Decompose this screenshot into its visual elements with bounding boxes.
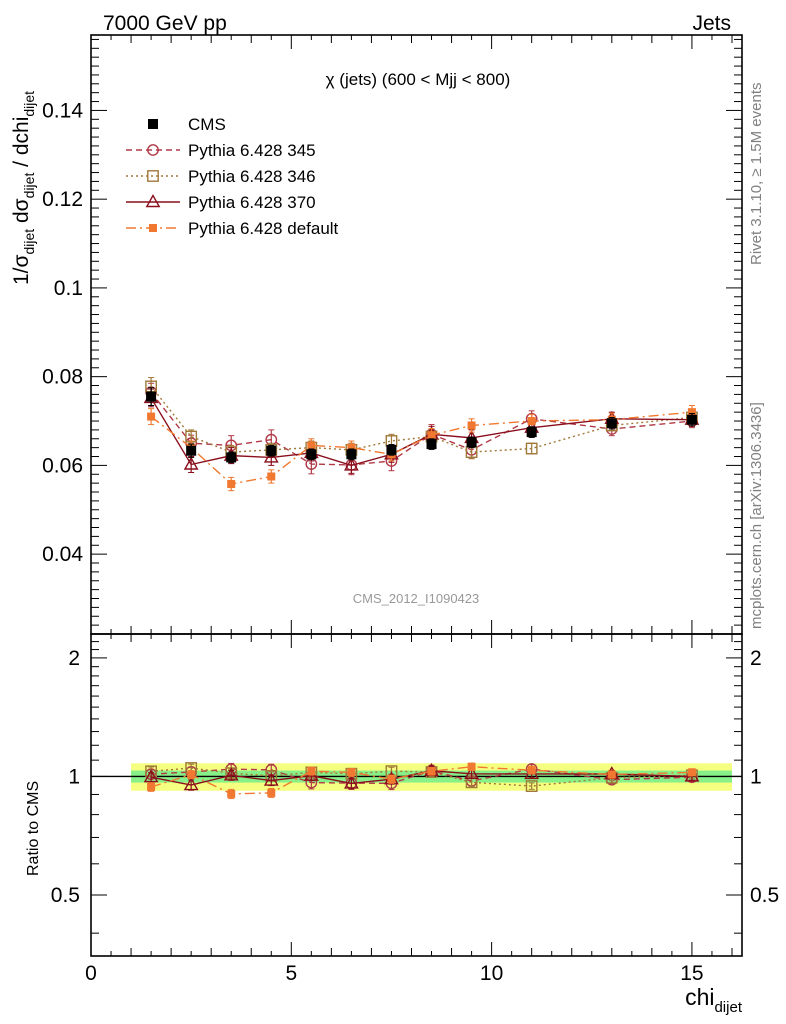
ratio-series-3-point [527,766,536,775]
series-3-point [307,441,316,450]
ratio-series-3-line [150,766,692,795]
top-panel: 0.04 0.06 0.08 0.1 0.12 0.14 χ (jets) (600 < … [42,34,743,635]
legend-marker [147,170,159,182]
series-2-line [150,397,692,467]
chart-title: χ (jets) (600 < Mjj < 800) [326,70,511,89]
ratio-series-1-point [525,780,538,792]
y-label-part-1: 1/σ [10,254,33,285]
legend-marker [147,144,159,156]
ratio-tick-label: 0.5 [51,884,80,907]
y-tick-label: 0.1 [54,277,83,300]
legend-label: CMS [188,115,226,134]
ratio-series-2-point [223,767,239,781]
y-axis-label-top: 1/σdijet dσdijet / dchidijet [10,91,37,285]
ratio-tick-label-right: 1 [750,765,762,788]
ratio-series-3-point [467,762,476,771]
ratio-series-2-point [464,765,479,780]
y-label-sub-3: dijet [21,91,37,117]
legend-marker [149,224,157,232]
ratio-series-2-point [344,775,359,789]
series-3-point [267,472,276,481]
series-2-point [263,449,279,463]
ratio-series-2-point [143,769,159,783]
y-tick-label: 0.14 [42,99,83,122]
ratio-series-3-point [387,775,396,784]
ratio-series-2-line [150,770,692,786]
series-2-point [183,456,199,470]
series-3-point [347,443,356,452]
legend-marker [148,119,158,129]
ratio-series-2-point [183,777,199,791]
x-tick-label: 5 [285,962,297,985]
x-axis-label: chidijet [685,984,743,1016]
x-label-sub: dijet [714,999,742,1016]
ratio-tick-label-right: 0.5 [750,884,779,907]
legend-label: Pythia 6.428 345 [188,141,316,160]
series-3-point [427,431,436,440]
cms-data-point [466,437,477,448]
ratio-series-3-point [347,768,356,777]
cms-data-point [146,391,157,402]
analysis-watermark: CMS_2012_I1090423 [353,591,480,606]
ratio-series-3-point [227,789,236,798]
cms-data-point [226,452,237,463]
ratio-panel-frame [90,633,743,957]
series-3-point [687,408,696,417]
legend-label: Pythia 6.428 370 [188,193,316,212]
cms-data-point [346,449,357,460]
ratio-series-3-point [267,788,276,797]
cms-data-point [526,427,537,438]
series-3-point [227,480,236,489]
legend-label: Pythia 6.428 default [188,219,339,238]
series-3-point [147,412,156,421]
ratio-panel: 0 5 10 15 0.5 0.5 1 1 2 2 [51,633,779,985]
y-tick-label: 0.12 [42,188,83,211]
legend-marker [145,194,161,208]
mcplots-label: mcplots.cern.ch [arXiv:1306.3436] [748,402,765,629]
y-label-part-2: dσ [10,198,33,229]
ratio-series-3-point [147,782,156,791]
ratio-series-3-point [687,768,696,777]
y-label-sub-1: dijet [21,229,37,255]
y-label-sub-2: dijet [21,173,37,199]
legend-label: Pythia 6.428 346 [188,167,316,186]
cms-data-point [606,418,617,429]
x-tick-label: 0 [85,962,97,985]
cms-data-point [426,439,437,450]
cms-data-point [386,444,397,455]
y-tick-label: 0.08 [42,366,83,389]
rivet-label: Rivet 3.1.10, ≥ 1.5M events [748,83,765,266]
x-tick-label: 10 [480,962,503,985]
y-tick-label: 0.04 [42,543,83,566]
series-1-point [525,442,538,455]
legend: CMS Pythia 6.428 345 Pythia 6.428 346 Pythi… [126,115,339,238]
ratio-series-1-line [151,767,692,787]
header-left: 7000 GeV pp [103,12,227,35]
series-2-point [344,457,359,471]
header-right: Jets [692,12,731,35]
y-label-part-3: / dchi [10,117,33,173]
series-3-line [150,411,692,485]
ratio-series-3-point [307,767,316,776]
cms-data-point [186,445,197,456]
ratio-tick-label-right: 2 [750,647,762,670]
y-tick-label: 0.06 [42,454,83,477]
series-0-line [150,391,692,466]
ratio-tick-label: 2 [68,647,80,670]
y-axis-label-ratio: Ratio to CMS [25,781,42,876]
x-tick-label: 15 [680,962,703,985]
series-3-point [527,417,536,426]
x-label-main: chi [685,984,714,1010]
ratio-series-3-point [427,767,436,776]
ratio-series-3-point [607,770,616,779]
cms-data-point [306,449,317,460]
ratio-series-2-point [263,772,279,786]
cms-data-point [266,445,277,456]
ratio-tick-label: 1 [68,765,80,788]
ratio-series-3-point [187,770,196,779]
cms-data-point [686,414,697,425]
series-1-line [150,385,692,453]
series-3-point [467,421,476,430]
